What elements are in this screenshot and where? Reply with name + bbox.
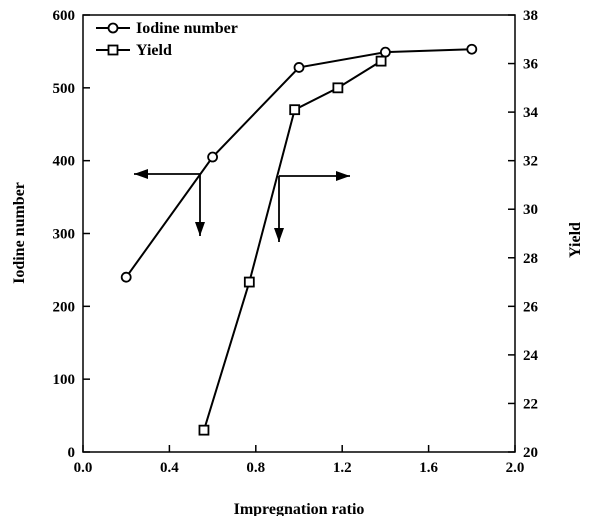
y2-tick-label: 36 <box>523 57 539 73</box>
data-point-iodine <box>120 271 132 283</box>
legend-entry-yield: Yield <box>96 42 172 59</box>
x-tick-label: 1.6 <box>419 460 438 476</box>
y-axis-label: Iodine number <box>11 182 28 284</box>
legend-label-iodine: Iodine number <box>136 20 238 37</box>
arrow-head <box>274 228 284 242</box>
x-tick-label: 1.2 <box>333 460 352 476</box>
y-tick-label: 500 <box>53 81 76 97</box>
y-tick-label: 0 <box>68 445 76 461</box>
x-tick-label: 0.0 <box>74 460 93 476</box>
legend-entry-iodine: Iodine number <box>96 20 238 37</box>
legend-label-yield: Yield <box>136 42 172 59</box>
x-tick-label: 0.4 <box>160 460 179 476</box>
y2-tick-label: 26 <box>523 299 539 315</box>
data-point-iodine <box>379 46 391 58</box>
data-point-yield <box>332 82 344 94</box>
data-point-iodine <box>293 62 305 73</box>
data-point-yield <box>289 104 301 116</box>
arrow-head <box>336 171 350 181</box>
data-point-yield <box>198 424 210 436</box>
data-point-iodine <box>207 151 219 163</box>
series-yield <box>198 55 387 436</box>
series-line-yield <box>203 60 382 431</box>
x-tick-label: 2.0 <box>506 460 525 476</box>
y2-tick-label: 20 <box>523 445 538 461</box>
arrow-iodine-left <box>134 169 200 179</box>
series-iodine <box>120 43 478 283</box>
y2-tick-label: 32 <box>523 154 538 170</box>
arrow-iodine-down <box>195 174 205 236</box>
y2-tick-label: 28 <box>523 251 538 267</box>
x-axis-label: Impregnation ratio <box>234 501 365 516</box>
y2-tick-label: 24 <box>523 348 539 364</box>
data-point-yield <box>243 276 255 288</box>
y2-axis-label: Yield <box>567 222 584 258</box>
y2-tick-label: 30 <box>523 202 538 218</box>
legend-marker-iodine <box>107 22 119 34</box>
legend-marker-yield <box>107 44 119 56</box>
y2-tick-label: 22 <box>523 396 538 412</box>
series-line-iodine <box>125 48 472 278</box>
x-tick-label: 0.8 <box>246 460 265 476</box>
y-tick-label: 600 <box>53 8 76 24</box>
arrow-yield-down <box>274 176 284 242</box>
y2-tick-label: 34 <box>523 105 539 121</box>
y-tick-label: 100 <box>53 372 76 388</box>
y-tick-label: 200 <box>53 299 76 315</box>
arrow-head <box>195 222 205 236</box>
data-point-yield <box>375 55 387 67</box>
y2-tick-label: 38 <box>523 8 538 24</box>
arrow-yield-right <box>279 171 350 181</box>
y-tick-label: 400 <box>53 154 76 170</box>
data-point-iodine <box>466 43 478 55</box>
plot-area <box>82 14 516 453</box>
y-tick-label: 300 <box>53 227 76 243</box>
arrow-head <box>134 169 148 179</box>
